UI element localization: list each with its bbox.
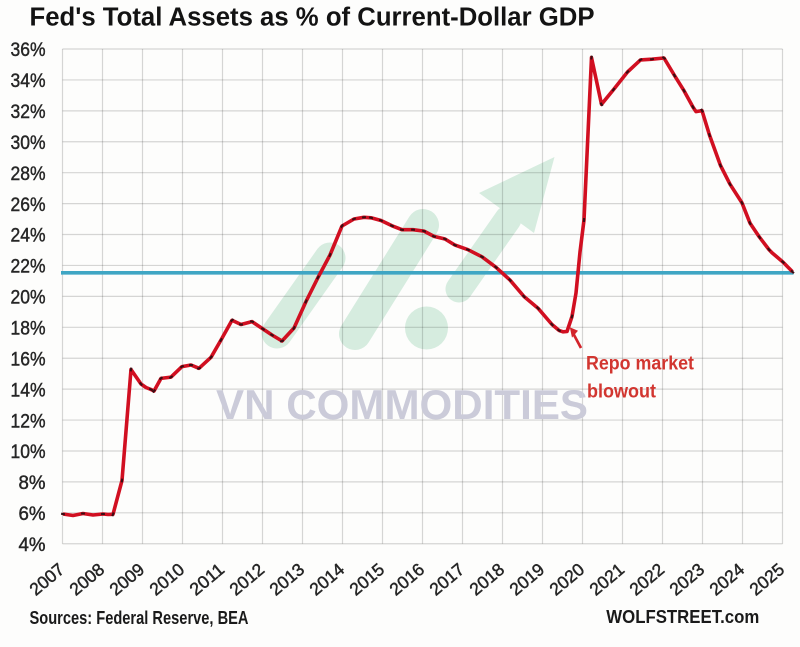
svg-text:26%: 26% (11, 194, 46, 216)
svg-text:16%: 16% (11, 348, 46, 370)
svg-text:22%: 22% (11, 256, 46, 278)
svg-text:Sources: Federal Reserve, BEA: Sources: Federal Reserve, BEA (30, 608, 249, 628)
svg-text:Fed's Total Assets as % of Cur: Fed's Total Assets as % of Current-Dolla… (30, 4, 595, 32)
svg-text:10%: 10% (11, 441, 46, 463)
svg-text:32%: 32% (11, 101, 46, 123)
svg-text:20%: 20% (11, 287, 46, 309)
svg-text:blowout: blowout (587, 382, 657, 403)
svg-text:34%: 34% (11, 70, 46, 92)
svg-text:8%: 8% (19, 472, 46, 494)
svg-text:28%: 28% (11, 163, 46, 185)
svg-text:24%: 24% (11, 225, 46, 247)
svg-text:30%: 30% (11, 132, 46, 154)
svg-text:4%: 4% (19, 534, 46, 556)
svg-text:WOLFSTREET.com: WOLFSTREET.com (606, 606, 759, 627)
svg-text:6%: 6% (19, 503, 46, 525)
svg-text:36%: 36% (11, 39, 46, 61)
svg-text:18%: 18% (11, 318, 46, 340)
svg-text:12%: 12% (11, 410, 46, 432)
svg-text:VN COMMODITIES: VN COMMODITIES (216, 381, 588, 428)
svg-text:14%: 14% (11, 379, 46, 401)
svg-text:Repo market: Repo market (586, 354, 695, 375)
